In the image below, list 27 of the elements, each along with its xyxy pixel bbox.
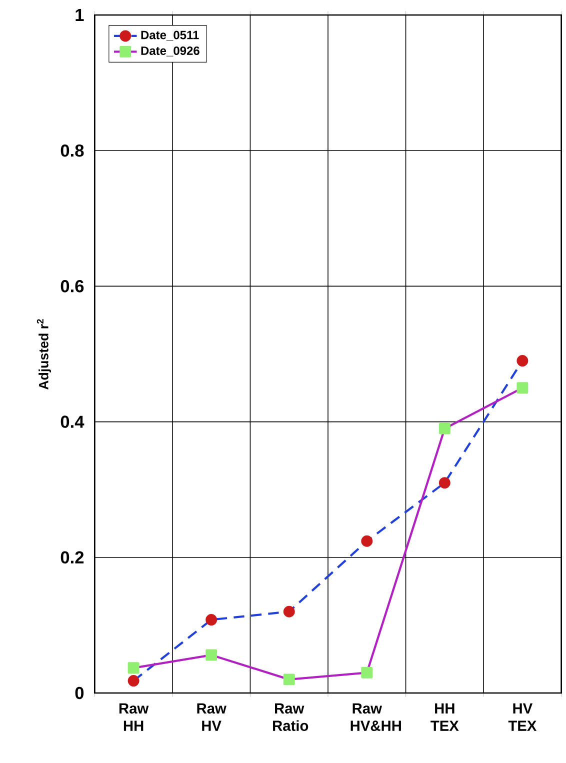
point bbox=[128, 675, 140, 687]
legend-label: Date_0926 bbox=[141, 46, 200, 56]
x-tick-label: Raw HV bbox=[197, 703, 226, 731]
y-axis-title: Adjusted r$^{2}$ bbox=[36, 319, 52, 390]
x-tick-label: HV TEX bbox=[508, 703, 537, 731]
y-tick-label: 0 bbox=[75, 686, 84, 700]
y-tick-label: 0.4 bbox=[60, 416, 84, 428]
point bbox=[283, 674, 295, 686]
point bbox=[128, 662, 140, 674]
legend-label: Date_0511 bbox=[141, 30, 199, 41]
y-tick-label: 0.8 bbox=[60, 144, 84, 157]
point bbox=[361, 666, 373, 678]
point bbox=[438, 422, 450, 434]
point bbox=[361, 535, 373, 547]
y-tick-label: 1 bbox=[76, 9, 84, 21]
point bbox=[206, 649, 218, 661]
x-tick-label: Raw Ratio bbox=[273, 703, 308, 731]
y-tick-label: 0.2 bbox=[60, 551, 84, 564]
x-tick-label: HH TEX bbox=[430, 703, 459, 731]
x-tick-label: Raw HH bbox=[119, 703, 149, 731]
x-tick-label: Raw HV&HH bbox=[350, 703, 401, 731]
point bbox=[283, 606, 295, 618]
point bbox=[438, 477, 450, 489]
point bbox=[516, 355, 528, 367]
point bbox=[516, 382, 528, 394]
y-tick-label: 0.6 bbox=[60, 280, 84, 292]
point bbox=[206, 614, 218, 626]
